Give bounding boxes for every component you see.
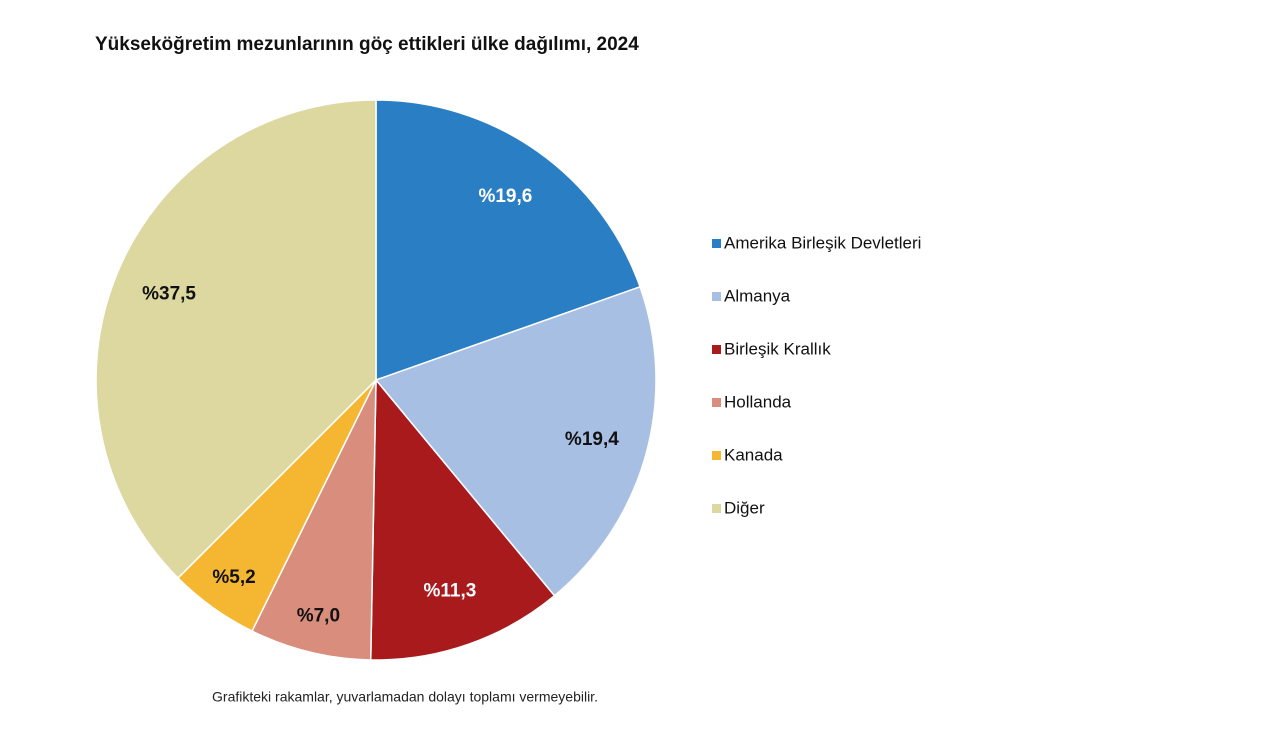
legend-swatch <box>712 451 721 460</box>
legend-swatch <box>712 398 721 407</box>
legend-label: Almanya <box>724 286 791 305</box>
data-label: %37,5 <box>142 283 196 304</box>
pie-slice <box>251 379 377 661</box>
chart-note: Grafikteki rakamlar, yuvarlamadan dolayı… <box>212 689 598 705</box>
data-label: %5,2 <box>212 567 255 588</box>
legend-label: Hollanda <box>724 392 792 411</box>
data-label: %11,3 <box>423 580 476 601</box>
data-label: %19,6 <box>478 186 532 207</box>
legend-label: Diğer <box>724 498 765 517</box>
legend-swatch <box>712 504 721 513</box>
pie-slice <box>369 377 556 661</box>
legend-label: Birleşik Krallık <box>724 339 831 358</box>
pie-slice <box>374 285 657 597</box>
pie-slice <box>95 99 377 580</box>
legend-swatch <box>712 239 721 248</box>
legend-swatch <box>712 292 721 301</box>
legend-label: Kanada <box>724 445 783 464</box>
data-label: %7,0 <box>297 606 340 627</box>
legend-label: Amerika Birleşik Devletleri <box>724 233 921 252</box>
data-label: %19,4 <box>565 429 619 450</box>
chart-title: Yükseköğretim mezunlarının göç ettikleri… <box>95 34 639 55</box>
legend-swatch <box>712 345 721 354</box>
